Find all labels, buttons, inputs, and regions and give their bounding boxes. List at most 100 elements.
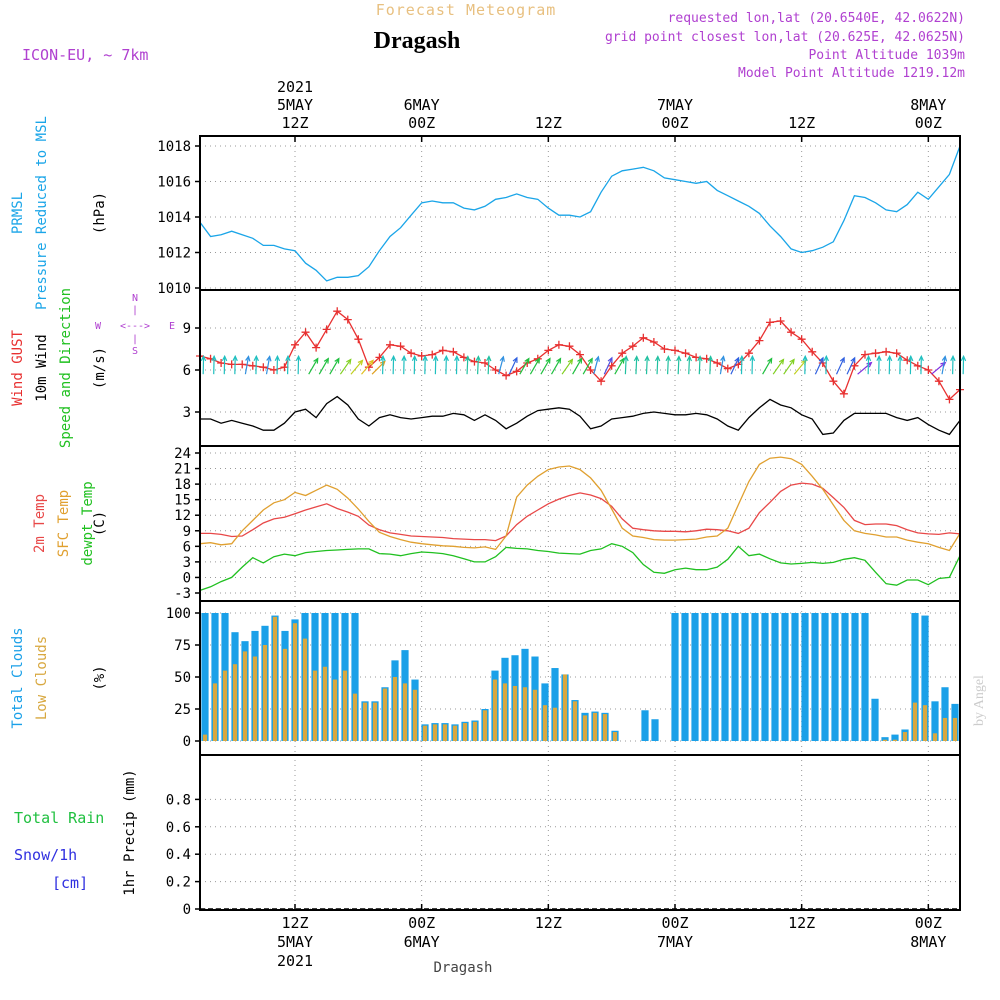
- bar-low-clouds: [522, 687, 528, 741]
- gust-marker: [586, 366, 595, 374]
- wind-arrow-head: [313, 357, 319, 364]
- bar-low-clouds: [582, 715, 588, 741]
- gust-marker: [597, 377, 606, 386]
- bar-total-clouds: [331, 613, 339, 741]
- ytick-label: 6: [183, 539, 191, 555]
- ytick-label: 9: [183, 524, 191, 540]
- bar-low-clouds: [262, 645, 268, 741]
- wind-arrow: [857, 362, 872, 375]
- gust-marker: [649, 338, 658, 346]
- wind-arrow: [582, 358, 593, 375]
- model-altitude: Model Point Altitude 1219.12m: [738, 66, 965, 81]
- wind-arrow-head: [200, 354, 207, 362]
- gust-marker: [755, 336, 764, 345]
- bar-low-clouds: [432, 724, 438, 741]
- bar-total-clouds: [761, 613, 769, 741]
- bar-low-clouds: [612, 732, 618, 741]
- snow-legend: Snow/1h: [14, 846, 77, 864]
- gust-marker: [713, 359, 722, 367]
- ytick-label: 12: [174, 508, 191, 524]
- bar-low-clouds: [552, 707, 558, 741]
- ytick-label: -3: [174, 586, 191, 602]
- gust-marker: [576, 350, 584, 359]
- wind-arrow-head: [534, 357, 541, 364]
- gust-marker: [459, 353, 468, 362]
- wind-arrow-head: [876, 354, 882, 362]
- wind-arrow: [793, 360, 807, 375]
- wind-arrow-head: [232, 354, 238, 362]
- gust-marker: [607, 361, 616, 370]
- bar-low-clouds: [302, 638, 308, 741]
- gust-marker: [470, 357, 479, 366]
- bar-low-clouds: [932, 733, 938, 741]
- panel-1: 3 6 9 Wind GUST 10m Wind Speed and Direction (…: [10, 288, 967, 448]
- wind-arrow-head: [401, 354, 407, 362]
- bar-low-clouds: [462, 723, 468, 741]
- series-2m-temp: [200, 482, 961, 542]
- wind-arrow-head: [577, 357, 583, 364]
- panel-label: SFC Temp: [56, 490, 72, 557]
- location-title: Dragash: [374, 28, 461, 54]
- top-hour: 12Z: [535, 114, 562, 132]
- bar-low-clouds: [382, 688, 388, 741]
- panel-label: 2m Temp: [32, 494, 48, 553]
- ytick-label: 0.8: [166, 792, 191, 808]
- footer-location: Dragash: [433, 960, 492, 976]
- bar-low-clouds: [892, 739, 898, 741]
- bar-total-clouds: [791, 613, 799, 741]
- wind-arrow-head: [567, 358, 574, 365]
- bar-total-clouds: [941, 687, 949, 741]
- gust-marker: [681, 349, 690, 358]
- ylabel: (%): [92, 665, 108, 690]
- bar-low-clouds: [312, 670, 318, 741]
- wind-arrow-head: [802, 354, 808, 362]
- bottom-hour: 12Z: [281, 914, 308, 932]
- bar-total-clouds: [881, 737, 889, 741]
- gust-marker: [428, 350, 437, 359]
- bottom-hour: 00Z: [915, 914, 942, 932]
- panel-3: 0 25 50 75 100 Total Clouds Low Clouds (%): [10, 600, 961, 756]
- gust-marker: [544, 346, 553, 355]
- gust-marker: [407, 349, 416, 358]
- bar-total-clouds: [821, 613, 829, 741]
- top-hour: 12Z: [788, 114, 815, 132]
- wind-arrow: [762, 358, 773, 375]
- bottom-date: 5MAY: [277, 933, 313, 951]
- ytick-label: 15: [174, 493, 191, 509]
- gust-marker: [354, 335, 363, 344]
- wind-arrow: [329, 358, 340, 375]
- bar-low-clouds: [282, 648, 288, 741]
- requested-coords: requested lon,lat (20.6540E, 42.0622N): [668, 11, 965, 26]
- panel-label: PRMSL: [10, 192, 26, 234]
- gust-marker: [903, 356, 912, 365]
- wind-arrow-head: [823, 354, 829, 362]
- model-name: ICON-EU, ~ 7km: [22, 46, 148, 64]
- wind-arrow: [244, 356, 250, 375]
- gust-marker: [797, 335, 806, 344]
- panel-label: Total Clouds: [10, 627, 26, 728]
- top-hour: 00Z: [915, 114, 942, 132]
- wind-arrow: [498, 356, 504, 375]
- ytick-label: 18: [174, 477, 191, 493]
- wind-arrow: [698, 356, 701, 375]
- wind-arrow-head: [918, 354, 924, 362]
- wind-arrow: [709, 356, 712, 375]
- bar-total-clouds: [861, 613, 869, 741]
- wind-arrow: [635, 356, 638, 375]
- wind-arrow-head: [941, 355, 948, 362]
- ytick-label: 0: [183, 570, 191, 586]
- gust-marker: [829, 377, 838, 386]
- wind-arrow: [540, 358, 551, 375]
- ylabel: 1hr Precip (mm): [122, 769, 138, 895]
- bar-low-clouds: [922, 705, 928, 741]
- wind-arrow-head: [778, 358, 785, 365]
- gust-marker: [850, 361, 859, 370]
- wind-arrow-head: [749, 354, 756, 362]
- bar-total-clouds: [651, 719, 659, 741]
- wind-arrow: [603, 357, 613, 375]
- wind-arrow-head: [295, 354, 302, 362]
- bar-low-clouds: [242, 651, 248, 741]
- bar-low-clouds: [292, 623, 298, 741]
- bar-total-clouds: [701, 613, 709, 741]
- wind-arrow-head: [907, 354, 914, 362]
